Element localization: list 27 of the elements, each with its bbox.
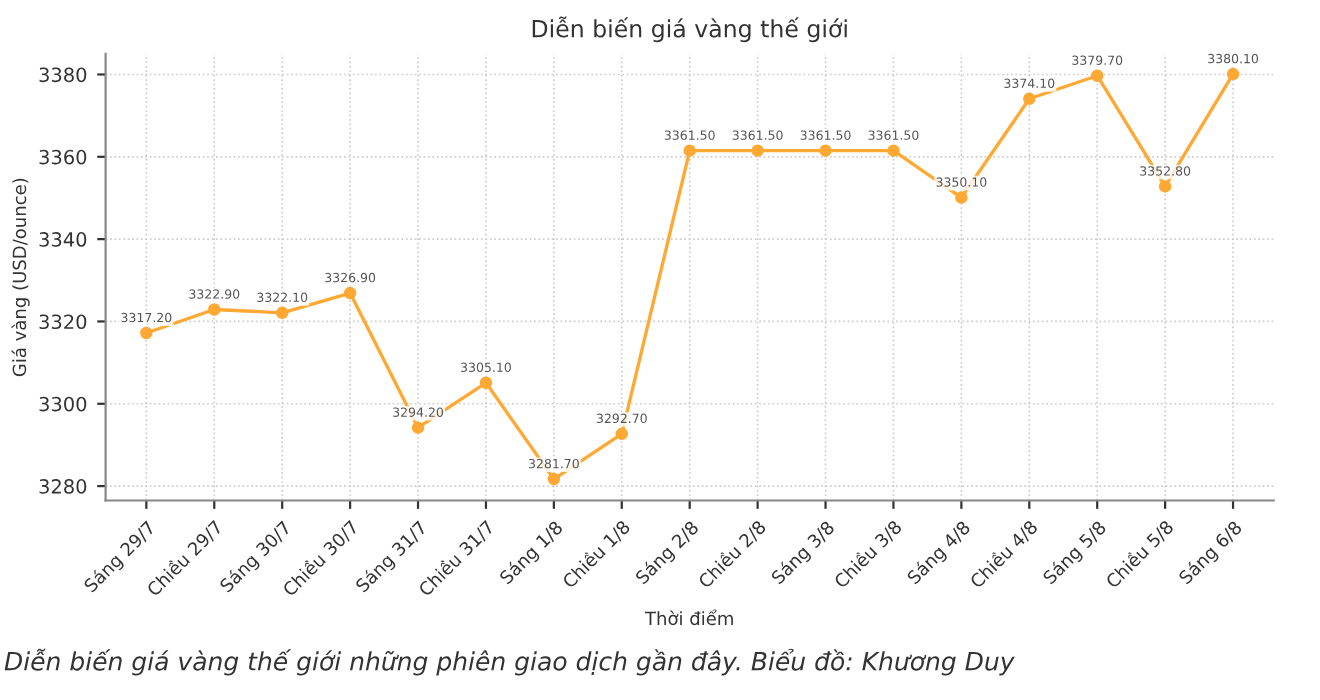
y-tick-label: 3320: [39, 314, 87, 330]
y-tick-label: 3280: [39, 479, 87, 494]
point: [683, 144, 696, 157]
point: [1158, 180, 1172, 193]
y-tick-label: 3380: [39, 67, 87, 83]
point: [887, 144, 900, 157]
point: [208, 303, 221, 316]
y-tick-label: 3360: [39, 149, 87, 165]
point: [615, 427, 629, 441]
y-tick-label: 3300: [39, 396, 87, 412]
point: [955, 191, 968, 204]
x-axis-title: Thời điểm: [644, 609, 733, 626]
point: [479, 376, 493, 390]
chart-title: Diễn biến giá vàng thế giới: [532, 16, 847, 43]
point: [1226, 67, 1240, 81]
point: [343, 286, 357, 300]
point: [411, 421, 425, 434]
point: [140, 326, 153, 340]
point: [547, 472, 561, 486]
point: [275, 306, 289, 320]
point: [1090, 69, 1104, 82]
point: [751, 144, 764, 157]
y-axis-title: Giá vàng (USD/ounce): [11, 178, 30, 377]
point: [819, 144, 832, 157]
point: [1023, 92, 1036, 106]
y-tick-label: 3340: [39, 232, 87, 247]
text: Diễn biến giá vàng thế giới những phiên giao dịch gần đây. Biểu đồ: Khương Duy: [4, 648, 1015, 676]
